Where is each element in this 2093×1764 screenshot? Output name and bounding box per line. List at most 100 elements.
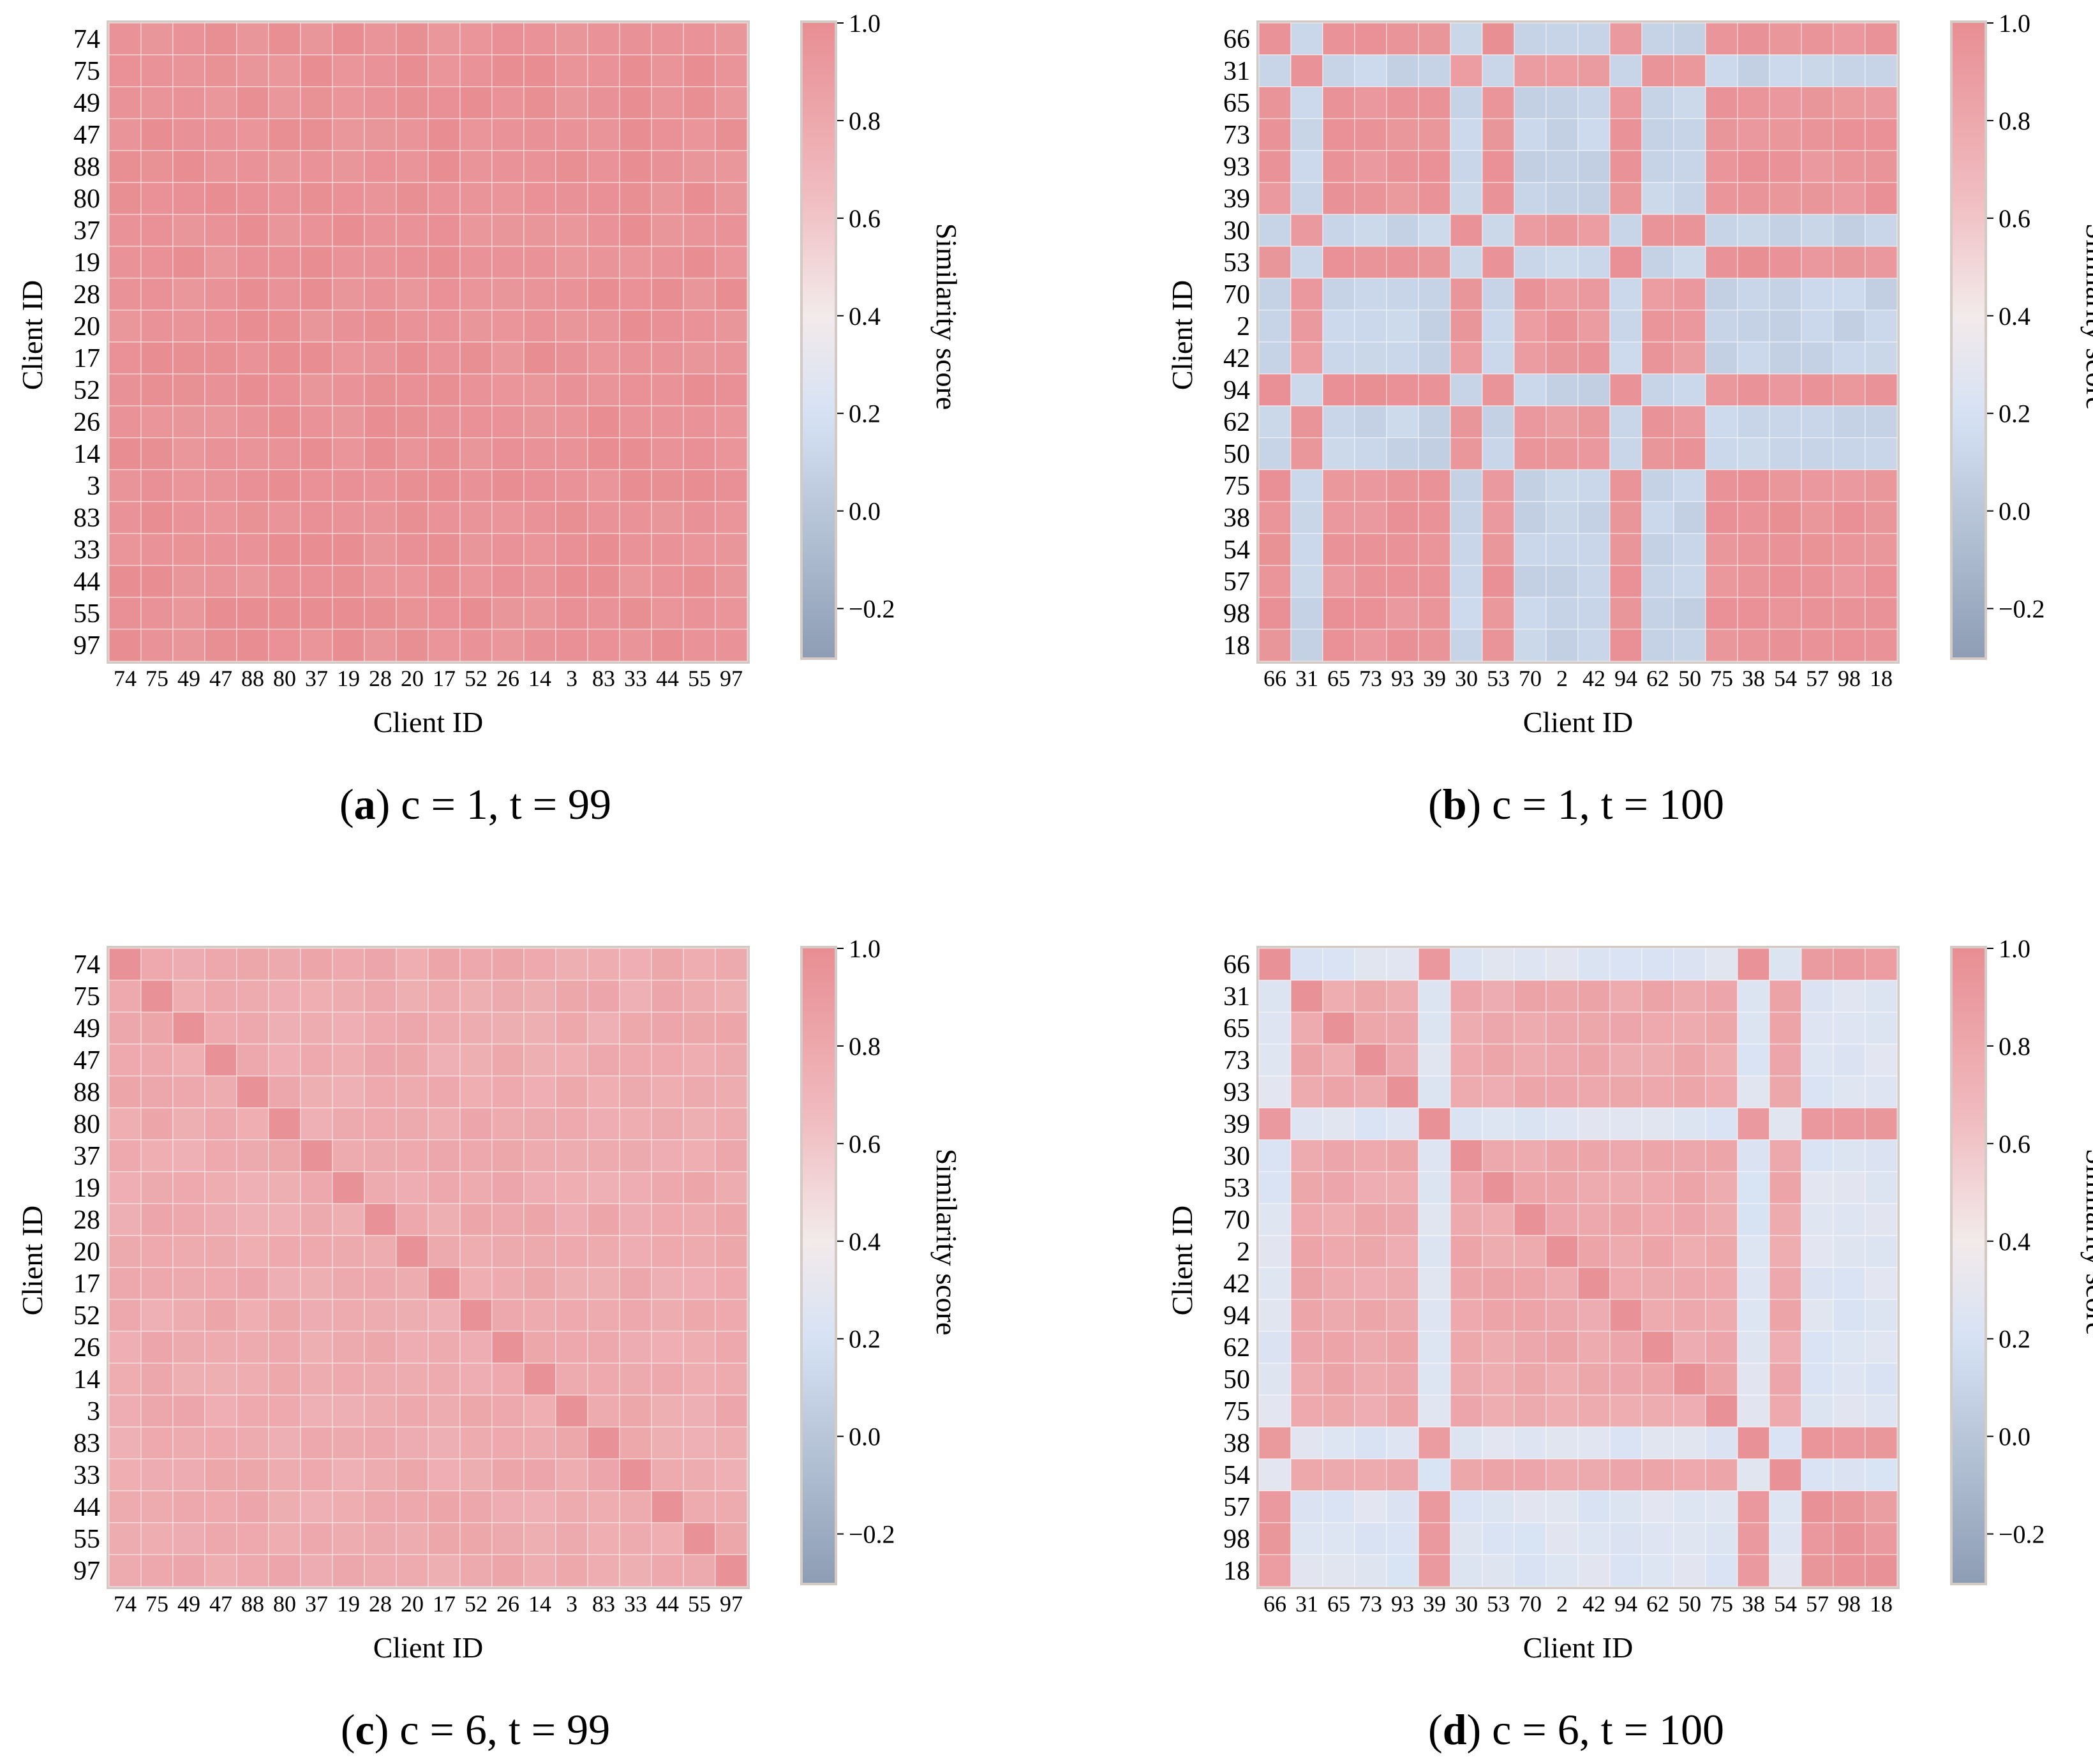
heatmap-cell	[1737, 1299, 1770, 1332]
heatmap-cell	[172, 405, 205, 438]
heatmap-cell	[1673, 501, 1706, 534]
y-tick-label: 26	[73, 1333, 100, 1363]
heatmap-cell	[1546, 980, 1579, 1013]
heatmap-cell	[140, 1490, 174, 1523]
heatmap-cell	[364, 1331, 397, 1364]
y-tick-label: 39	[1223, 1110, 1250, 1139]
heatmap-cell	[715, 405, 748, 438]
heatmap-cell	[332, 278, 365, 311]
heatmap-cell	[1514, 1299, 1547, 1332]
heatmap-cell	[1386, 214, 1419, 247]
heatmap-cell	[1482, 533, 1515, 566]
heatmap-cell	[1450, 1075, 1483, 1109]
heatmap-cell	[683, 1203, 716, 1236]
heatmap-cell	[1546, 214, 1579, 247]
colorbar-tick-label: 0.4	[1999, 302, 2030, 331]
heatmap-cell	[1705, 278, 1738, 311]
heatmap-cell	[1514, 182, 1547, 215]
heatmap-cell	[1705, 1426, 1738, 1460]
heatmap-cell	[1705, 1107, 1738, 1140]
heatmap-cell	[715, 310, 748, 343]
heatmap-cell	[1609, 1171, 1642, 1204]
heatmap-cell	[715, 1299, 748, 1332]
heatmap-cell	[683, 1043, 716, 1077]
heatmap-cell	[1514, 629, 1547, 662]
heatmap-cell	[204, 182, 237, 215]
heatmap-cell	[1801, 1267, 1834, 1300]
heatmap-cell	[204, 1012, 237, 1045]
x-tick-label: 50	[1678, 666, 1701, 691]
heatmap-cell	[236, 1107, 269, 1140]
heatmap-cell	[236, 1522, 269, 1555]
heatmap-cell	[1450, 1267, 1483, 1300]
x-tick-label: 70	[1519, 1591, 1542, 1617]
heatmap-cell	[1546, 278, 1579, 311]
heatmap-cell	[108, 1171, 142, 1204]
heatmap-cell	[332, 1490, 365, 1523]
heatmap-cell	[108, 1235, 142, 1268]
heatmap-cell	[1833, 278, 1866, 311]
heatmap-cell	[1322, 1458, 1355, 1491]
heatmap-cell	[1482, 629, 1515, 662]
heatmap-cell	[428, 980, 461, 1013]
heatmap-cell	[587, 1203, 620, 1236]
heatmap-cell	[1865, 278, 1898, 311]
heatmap-cell	[1865, 86, 1898, 119]
heatmap-cell	[1418, 1458, 1451, 1491]
heatmap-cell	[1546, 1075, 1579, 1109]
heatmap-cell	[1514, 1426, 1547, 1460]
heatmap-cell	[1514, 501, 1547, 534]
heatmap-cell	[268, 310, 301, 343]
heatmap-cell	[459, 150, 493, 183]
heatmap-cell	[1546, 629, 1579, 662]
heatmap-cell	[396, 86, 429, 119]
heatmap-cell	[715, 1171, 748, 1204]
y-tick-label: 75	[73, 982, 100, 1012]
heatmap-cell	[1322, 1522, 1355, 1555]
heatmap-cell	[491, 1394, 525, 1428]
heatmap-cell	[1290, 629, 1323, 662]
heatmap-cell	[1258, 182, 1292, 215]
x-tick-label: 88	[241, 666, 264, 691]
heatmap-cell	[587, 1075, 620, 1109]
heatmap-cell	[1386, 22, 1419, 56]
heatmap-cell	[1577, 1203, 1611, 1236]
heatmap-cell	[523, 22, 556, 56]
heatmap-cell	[523, 597, 556, 630]
heatmap-cell	[1705, 980, 1738, 1013]
heatmap-cell	[1482, 1554, 1515, 1587]
heatmap-cell	[523, 1394, 556, 1428]
heatmap-cell	[1258, 1331, 1292, 1364]
heatmap-cell	[1641, 1012, 1674, 1045]
heatmap-cell	[1354, 980, 1387, 1013]
heatmap-cell	[1322, 1203, 1355, 1236]
y-tick-label: 47	[73, 1046, 100, 1075]
heatmap-cell	[1801, 310, 1834, 343]
heatmap-cell	[587, 22, 620, 56]
heatmap-cell	[1546, 948, 1579, 981]
heatmap-cell	[1514, 1171, 1547, 1204]
heatmap-cell	[523, 629, 556, 662]
y-tick-label: 20	[73, 1237, 100, 1267]
heatmap-cell	[300, 1426, 333, 1460]
heatmap-cell	[491, 597, 525, 630]
heatmap-cell	[491, 1554, 525, 1587]
heatmap-cell	[1482, 1012, 1515, 1045]
heatmap-cell	[1386, 1107, 1419, 1140]
heatmap-cell	[1641, 1394, 1674, 1428]
heatmap-cell	[651, 150, 684, 183]
heatmap-cell	[1801, 1522, 1834, 1555]
heatmap-cell	[619, 118, 652, 151]
heatmap-cell	[1769, 948, 1802, 981]
heatmap-cell	[683, 533, 716, 566]
x-axis-label: Client ID	[373, 1631, 483, 1664]
heatmap-cell	[1290, 1203, 1323, 1236]
heatmap-cell	[1705, 1012, 1738, 1045]
heatmap-cell	[1546, 1235, 1579, 1268]
heatmap-cell	[140, 86, 174, 119]
heatmap-cell	[1386, 1075, 1419, 1109]
heatmap-cell	[1769, 1203, 1802, 1236]
heatmap-cell	[172, 1075, 205, 1109]
heatmap-cell	[300, 1331, 333, 1364]
heatmap-cell	[1769, 1522, 1802, 1555]
